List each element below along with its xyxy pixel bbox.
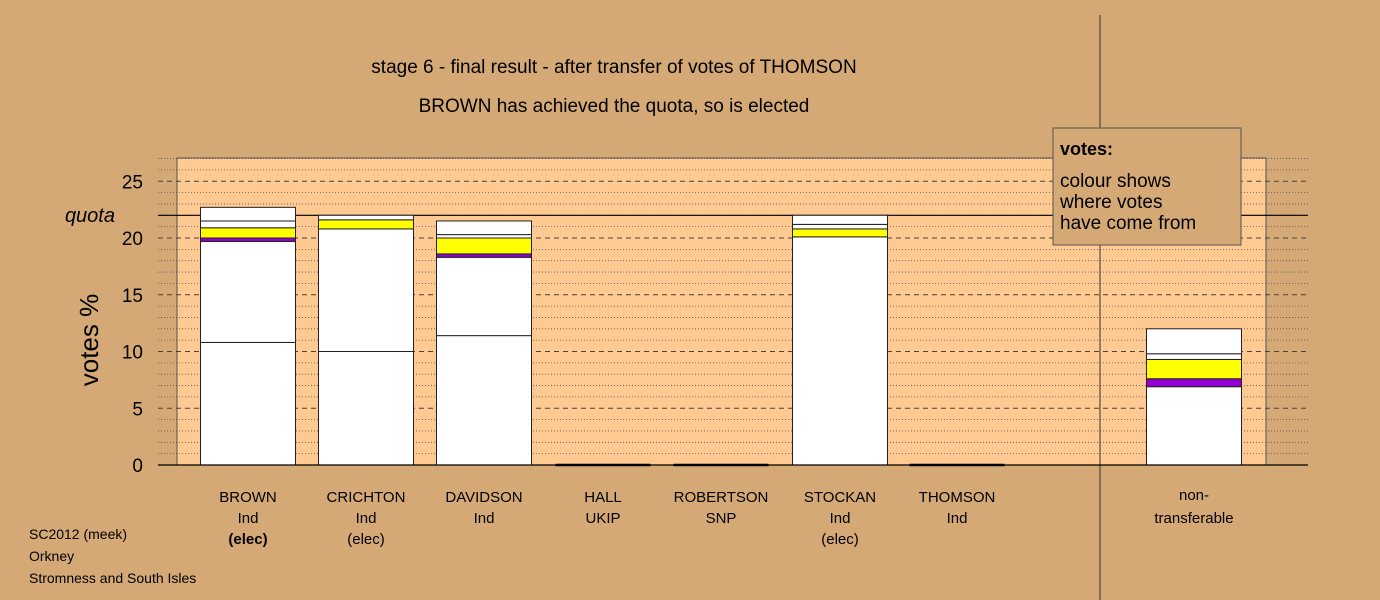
footer-line-1: SC2012 (meek) [29, 526, 127, 542]
candidate-party: Ind [474, 510, 495, 527]
candidate-party: UKIP [585, 510, 620, 527]
candidate-party: Ind [830, 510, 851, 527]
y-axis-label: votes % [74, 294, 104, 387]
bar-segment [318, 228, 414, 352]
quota-label: quota [65, 205, 115, 227]
chart-subtitle: BROWN has achieved the quota, so is elec… [419, 96, 810, 117]
bar-segment [200, 220, 296, 229]
footer-line-2: Orkney [29, 548, 74, 564]
candidate-labels: BROWN Ind (elec) CRICHTON Ind (elec) DAVIDSON I… [219, 487, 1233, 548]
bar-segment [436, 253, 532, 258]
y-tick-label: 5 [132, 399, 143, 420]
chart-title: stage 6 - final result - after transfer … [371, 57, 856, 78]
legend-line-3: have come from [1060, 213, 1196, 234]
bar-segment [436, 237, 532, 255]
bar-segment [436, 335, 532, 466]
candidate-name: ROBERTSON [674, 489, 769, 506]
y-tick-label: 10 [122, 343, 143, 364]
bar-segment [200, 240, 296, 343]
legend-line-1: colour shows [1060, 171, 1171, 192]
bar-segment [792, 236, 888, 466]
y-tick-label: 0 [132, 456, 143, 477]
bar-segment [200, 227, 296, 239]
y-tick-label: 15 [122, 286, 143, 307]
axes: 0 5 10 15 20 25 [122, 15, 1308, 600]
candidate-status: (elec) [228, 531, 267, 548]
y-tick-label: 20 [122, 229, 143, 250]
candidate-party: Ind [947, 510, 968, 527]
legend-title: votes: [1060, 139, 1113, 159]
bar-segment [318, 351, 414, 466]
candidate-name: STOCKAN [804, 489, 876, 506]
nontransferable-label: transferable [1154, 510, 1233, 527]
footer-line-3: Stromness and South Isles [29, 570, 196, 586]
bar-segment [1146, 353, 1242, 360]
bar-segment [436, 234, 532, 239]
bar-segment [200, 237, 296, 242]
candidate-party: Ind [238, 510, 259, 527]
bar-segment [436, 256, 532, 337]
bar-segment [1146, 386, 1242, 466]
candidate-name: HALL [584, 489, 622, 506]
bar-segment [1146, 358, 1242, 380]
bar-segment [792, 223, 888, 230]
bar-segment [318, 214, 414, 221]
bar-segment [792, 228, 888, 238]
candidate-status: (elec) [821, 531, 859, 548]
candidate-name: BROWN [219, 489, 277, 506]
candidate-name: DAVIDSON [445, 489, 522, 506]
legend-box: votes: colour shows where votes have com… [1052, 127, 1242, 246]
candidate-name: CRICHTON [327, 489, 406, 506]
candidate-status: (elec) [347, 531, 385, 548]
bar-segment [792, 214, 888, 225]
nontransferable-label: non- [1179, 487, 1209, 504]
bar-segment [318, 219, 414, 230]
bar-segment [200, 341, 296, 466]
bar-segment [436, 220, 532, 236]
bar-segment [1146, 328, 1242, 355]
candidate-party: Ind [356, 510, 377, 527]
bars-group [200, 206, 1242, 467]
candidate-party: SNP [706, 510, 737, 527]
candidate-name: THOMSON [919, 489, 996, 506]
legend-line-2: where votes [1059, 192, 1162, 213]
bar-segment [1146, 378, 1242, 388]
bar-segment [200, 206, 296, 222]
y-tick-label: 25 [122, 172, 143, 193]
